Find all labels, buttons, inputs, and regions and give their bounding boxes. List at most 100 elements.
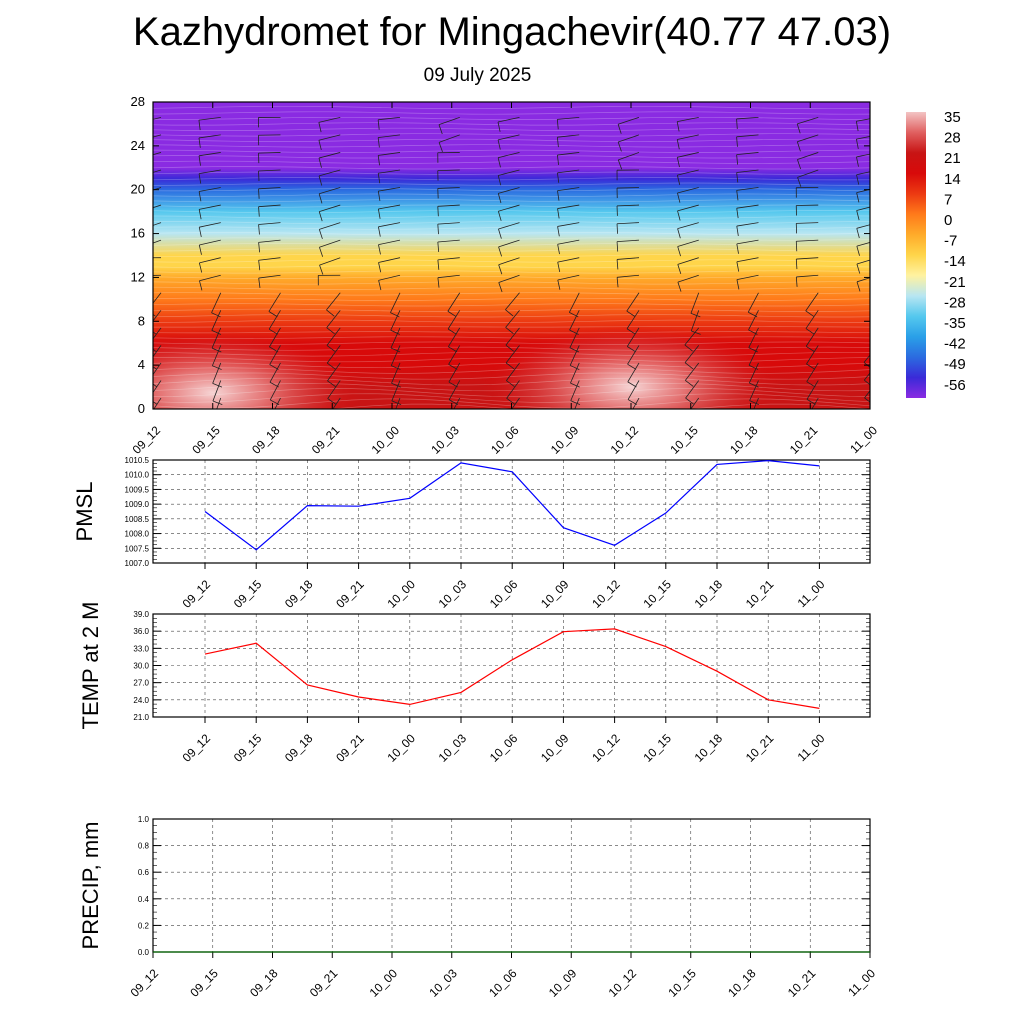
wind-barb-flag [326,327,335,335]
wind-barb [574,397,580,409]
wind-barb [557,134,580,138]
x-tick-label: 09_18 [282,577,316,611]
wind-barb [677,187,699,194]
wind-barb-flag [736,136,738,147]
wind-barb [497,116,520,123]
wind-barb-flag [497,193,502,204]
isotherm-line [153,111,870,115]
wind-barb-flag [498,246,502,257]
isotherm-line [153,155,870,159]
wind-barb-flag [557,244,560,255]
wind-barb [437,169,460,171]
wind-barb-flag [378,280,382,291]
wind-barb [797,134,819,143]
wind-barb-flag [856,139,859,149]
x-tick-label: 09_21 [307,966,341,1000]
wind-barb-flag [557,190,560,201]
wind-barb [856,136,870,140]
wind-barb-flag [447,310,457,318]
wind-barb [332,397,341,409]
wind-barb-flag [677,246,681,257]
wind-barb [632,397,640,409]
wind-barb [626,310,640,329]
y-tick-label: 36.0 [133,627,149,636]
wind-barb-flag [153,313,156,317]
warm-core [153,330,363,409]
isotherm-line [153,166,870,170]
colorbar-label: -56 [944,377,966,394]
x-tick-label: 11_00 [795,577,828,610]
wind-barb-flag [390,312,400,318]
wind-barb [390,292,401,313]
wind-barb-flag [557,154,559,166]
wind-barb-flag [327,398,337,405]
wind-barb [319,204,341,212]
wind-barb-flag [199,280,203,291]
x-tick-label: 10_21 [743,577,777,611]
heatmap-y-axis: 0 4 8 12 16 20 24 28 [131,94,870,416]
y-tick-label: 0 [138,401,145,416]
wind-barb [736,274,759,280]
wind-barb-flag [318,122,322,133]
wind-barb-flag [391,365,401,370]
wind-barb-flag [690,312,701,318]
wind-barb-flag [449,417,458,422]
x-tick-label: 10_03 [436,577,470,611]
wind-barb-layer [153,116,870,422]
isotherm-line [153,138,870,142]
precip-panel: 0.0 0.2 0.4 0.6 0.8 1.0 09_12 09_15 09_18 09_21 10… [78,815,878,1000]
wind-barb [796,274,819,278]
wind-barb [753,397,759,409]
x-tick-label: 09_12 [180,577,214,611]
colorbar-bar [906,112,926,398]
chart-title: Kazhydromet for Mingachevir(40.77 47.03) [132,10,892,54]
isotherm-line [153,253,870,258]
x-tick-label: 10_18 [692,577,726,611]
wind-barb-flag [377,208,381,219]
wind-barb [557,187,580,192]
wind-barb [438,134,460,143]
wind-barb-flag [437,224,439,235]
wind-barb [153,169,162,173]
x-tick-label: 10_15 [665,966,699,1000]
wind-barb-flag [326,362,336,370]
x-tick-label: 10_12 [606,966,640,1000]
wind-barb [684,345,700,363]
wind-barb [677,257,699,265]
wind-barb [326,327,341,346]
wind-barb-flag [626,328,636,335]
wind-barb-flag [749,400,759,406]
wind-barb-flag [258,206,260,217]
wind-barb [569,327,580,348]
wind-barb-flag [390,347,401,353]
wind-barb [274,397,281,409]
panel-frame [152,459,871,564]
wind-barb [748,345,759,366]
wind-barb-flag [736,118,738,129]
wind-barb [153,222,162,226]
wind-barb [211,292,222,313]
wind-barb [378,222,401,228]
wind-barb [626,327,640,347]
wind-barb [557,222,580,227]
wind-barb-flag [391,382,401,388]
wind-barb [856,277,870,283]
wind-barb [506,362,520,381]
wind-barb [258,152,281,154]
wind-barb [378,274,401,281]
x-tick-label: 10_00 [384,577,418,611]
wind-barb-flag [676,121,680,132]
panel-frame [152,613,871,718]
wind-barb [805,327,819,347]
wind-barb [616,187,640,189]
isotherm-line [153,264,870,269]
wind-barb [198,169,221,175]
wind-barb-flag [505,309,514,317]
x-tick-label: 10_09 [538,731,572,765]
wind-barb [153,310,162,322]
y-axis-label: PRECIP, mm [78,822,103,950]
wind-barb [805,292,819,312]
wind-barb-flag [736,279,740,290]
wind-barb-flag [327,380,336,387]
y-tick-label: 0.4 [138,895,150,904]
